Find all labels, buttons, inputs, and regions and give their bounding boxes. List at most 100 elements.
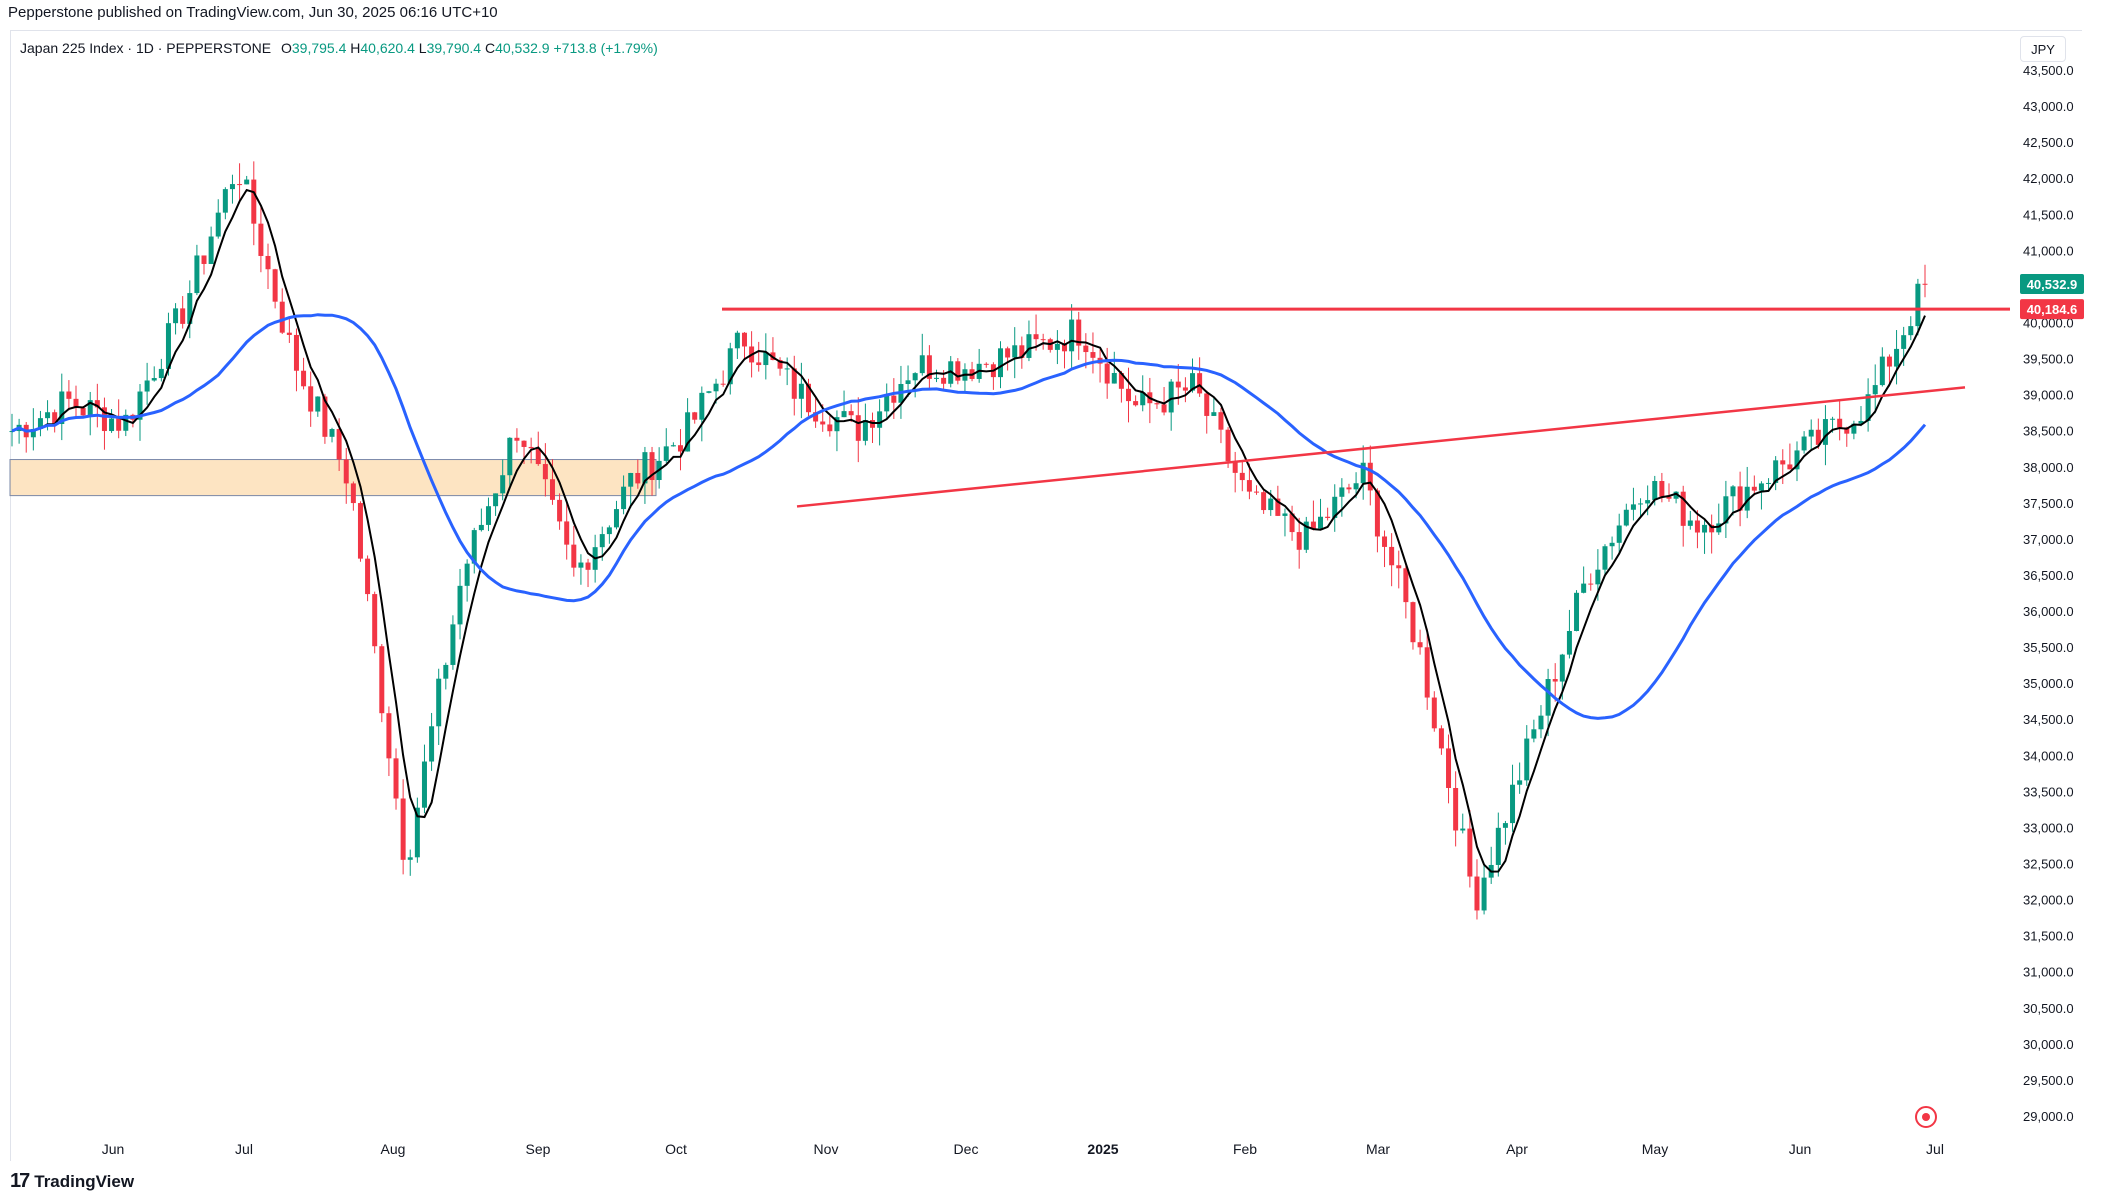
candle-body xyxy=(265,255,271,270)
y-tick-label: 42,500.0 xyxy=(2023,135,2074,150)
sma-slow-line xyxy=(11,313,1927,720)
candle-body xyxy=(1901,335,1907,349)
candle-body xyxy=(1126,388,1132,402)
y-tick-label: 29,500.0 xyxy=(2023,1073,2074,1088)
high-value: 40,620.4 xyxy=(360,40,415,56)
candle-body xyxy=(1197,373,1203,394)
candle-body xyxy=(1410,602,1416,643)
x-tick-label: Sep xyxy=(526,1141,551,1157)
candle-body xyxy=(1225,429,1231,462)
candle-body xyxy=(1638,503,1644,505)
candle-body xyxy=(1261,492,1267,511)
candle-body xyxy=(1474,876,1480,911)
candle-body xyxy=(628,472,634,487)
candle-body xyxy=(1894,348,1900,367)
candle-body xyxy=(251,179,257,224)
candle-body xyxy=(144,380,150,392)
candle-body xyxy=(692,412,698,420)
candle-body xyxy=(585,562,591,570)
support-zone xyxy=(9,459,657,497)
candle-body xyxy=(1559,654,1565,682)
candle-body xyxy=(1389,546,1395,566)
candle-body xyxy=(464,563,470,586)
candle-body xyxy=(301,370,307,387)
candle-body xyxy=(841,411,847,418)
y-tick-label: 33,000.0 xyxy=(2023,820,2074,835)
candle-body xyxy=(621,486,627,510)
candle-body xyxy=(1382,536,1388,547)
candle-body xyxy=(1083,345,1089,353)
y-tick-label: 32,000.0 xyxy=(2023,893,2074,908)
y-tick-label: 31,000.0 xyxy=(2023,965,2074,980)
candle-body xyxy=(1801,436,1807,451)
candle-body xyxy=(173,308,179,324)
candle-body xyxy=(1339,487,1345,497)
candle-body xyxy=(1289,513,1295,533)
change-value: +713.8 (+1.79%) xyxy=(553,40,658,56)
resistance-tag-bg xyxy=(2020,299,2084,320)
candle-body xyxy=(1161,404,1167,413)
candle-body xyxy=(407,857,413,860)
candle-body xyxy=(1104,363,1110,384)
candle-body xyxy=(1111,372,1117,384)
candle-body xyxy=(834,417,840,432)
candle-body xyxy=(1510,784,1516,824)
candle-body xyxy=(66,391,72,399)
candle-body xyxy=(720,383,726,385)
target-icon-dot xyxy=(1922,1113,1930,1121)
candle-body xyxy=(343,459,349,484)
candle-body xyxy=(1246,480,1252,492)
candle-body xyxy=(813,412,819,422)
candle-body xyxy=(308,386,314,412)
candle-body xyxy=(1453,787,1459,831)
candle-body xyxy=(1211,412,1217,416)
x-tick-label: May xyxy=(1642,1141,1668,1157)
open-value: 39,795.4 xyxy=(291,40,347,56)
candle-body xyxy=(1438,728,1444,749)
candle-body xyxy=(1773,460,1779,483)
candle-body xyxy=(137,391,143,420)
candle-body xyxy=(1602,546,1608,570)
candle-body xyxy=(165,323,171,369)
x-tick-label: Dec xyxy=(954,1141,979,1157)
candle-body xyxy=(1844,427,1850,434)
x-tick-label: Jun xyxy=(1789,1141,1812,1157)
candle-body xyxy=(1310,521,1316,529)
candle-body xyxy=(158,368,164,379)
y-tick-label: 39,500.0 xyxy=(2023,352,2074,367)
candle-body xyxy=(1154,403,1160,405)
candle-body xyxy=(1133,401,1139,406)
y-tick-label: 41,000.0 xyxy=(2023,243,2074,258)
candle-body xyxy=(322,396,328,437)
candle-body xyxy=(151,378,157,381)
open-label: O xyxy=(280,40,292,56)
candle-body xyxy=(365,558,371,595)
candle-body xyxy=(1609,542,1615,547)
candle-body xyxy=(741,332,747,347)
candle-body xyxy=(215,212,221,237)
candle-body xyxy=(1659,481,1665,497)
candle-body xyxy=(1566,630,1572,655)
candle-body xyxy=(877,411,883,428)
candle-body xyxy=(1716,523,1722,533)
candle-body xyxy=(421,761,427,808)
y-tick-label: 38,500.0 xyxy=(2023,424,2074,439)
candle-body xyxy=(1367,462,1373,491)
candle-body xyxy=(1545,679,1551,716)
y-tick-label: 37,000.0 xyxy=(2023,532,2074,547)
currency-button[interactable]: JPY xyxy=(2020,36,2066,62)
candle-body xyxy=(187,293,193,324)
close-label: C xyxy=(484,40,496,56)
close-value: 40,532.9 xyxy=(495,40,550,56)
candle-body xyxy=(1446,748,1452,788)
candle-body xyxy=(1673,491,1679,499)
candle-body xyxy=(1168,381,1174,413)
y-tick-label: 30,500.0 xyxy=(2023,1001,2074,1016)
candle-body xyxy=(194,255,200,294)
candle-body xyxy=(222,189,228,213)
candle-body xyxy=(1424,647,1430,698)
candle-body xyxy=(1303,521,1309,550)
y-tick-label: 30,000.0 xyxy=(2023,1037,2074,1052)
candle-body xyxy=(471,530,477,564)
candle-body xyxy=(1204,393,1210,416)
